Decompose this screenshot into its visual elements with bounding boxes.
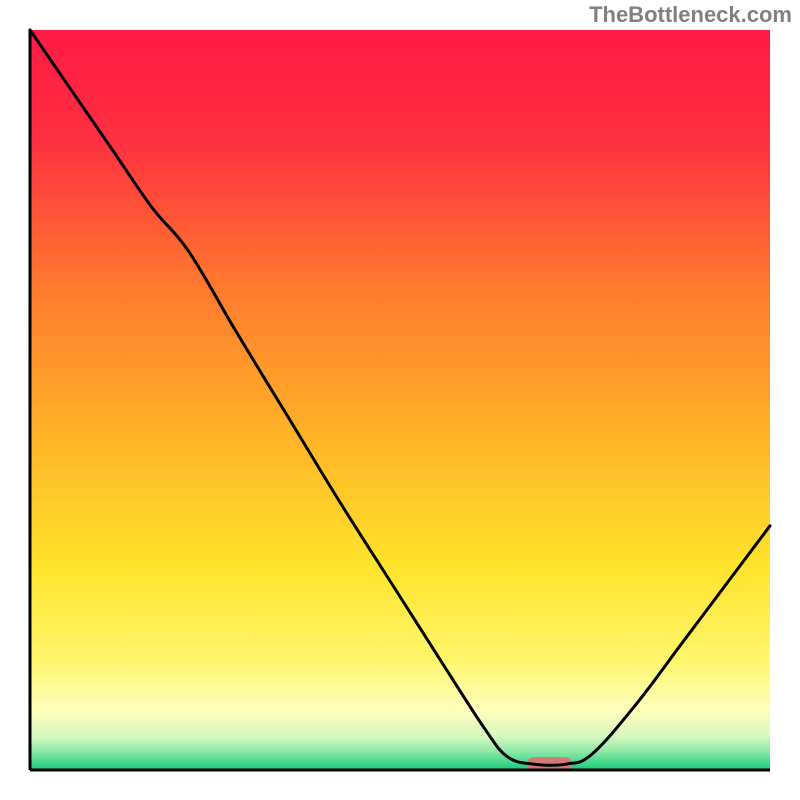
watermark-text: TheBottleneck.com (589, 2, 792, 28)
chart-container: TheBottleneck.com (0, 0, 800, 800)
plot-gradient (30, 30, 770, 770)
bottleneck-chart (0, 0, 800, 800)
